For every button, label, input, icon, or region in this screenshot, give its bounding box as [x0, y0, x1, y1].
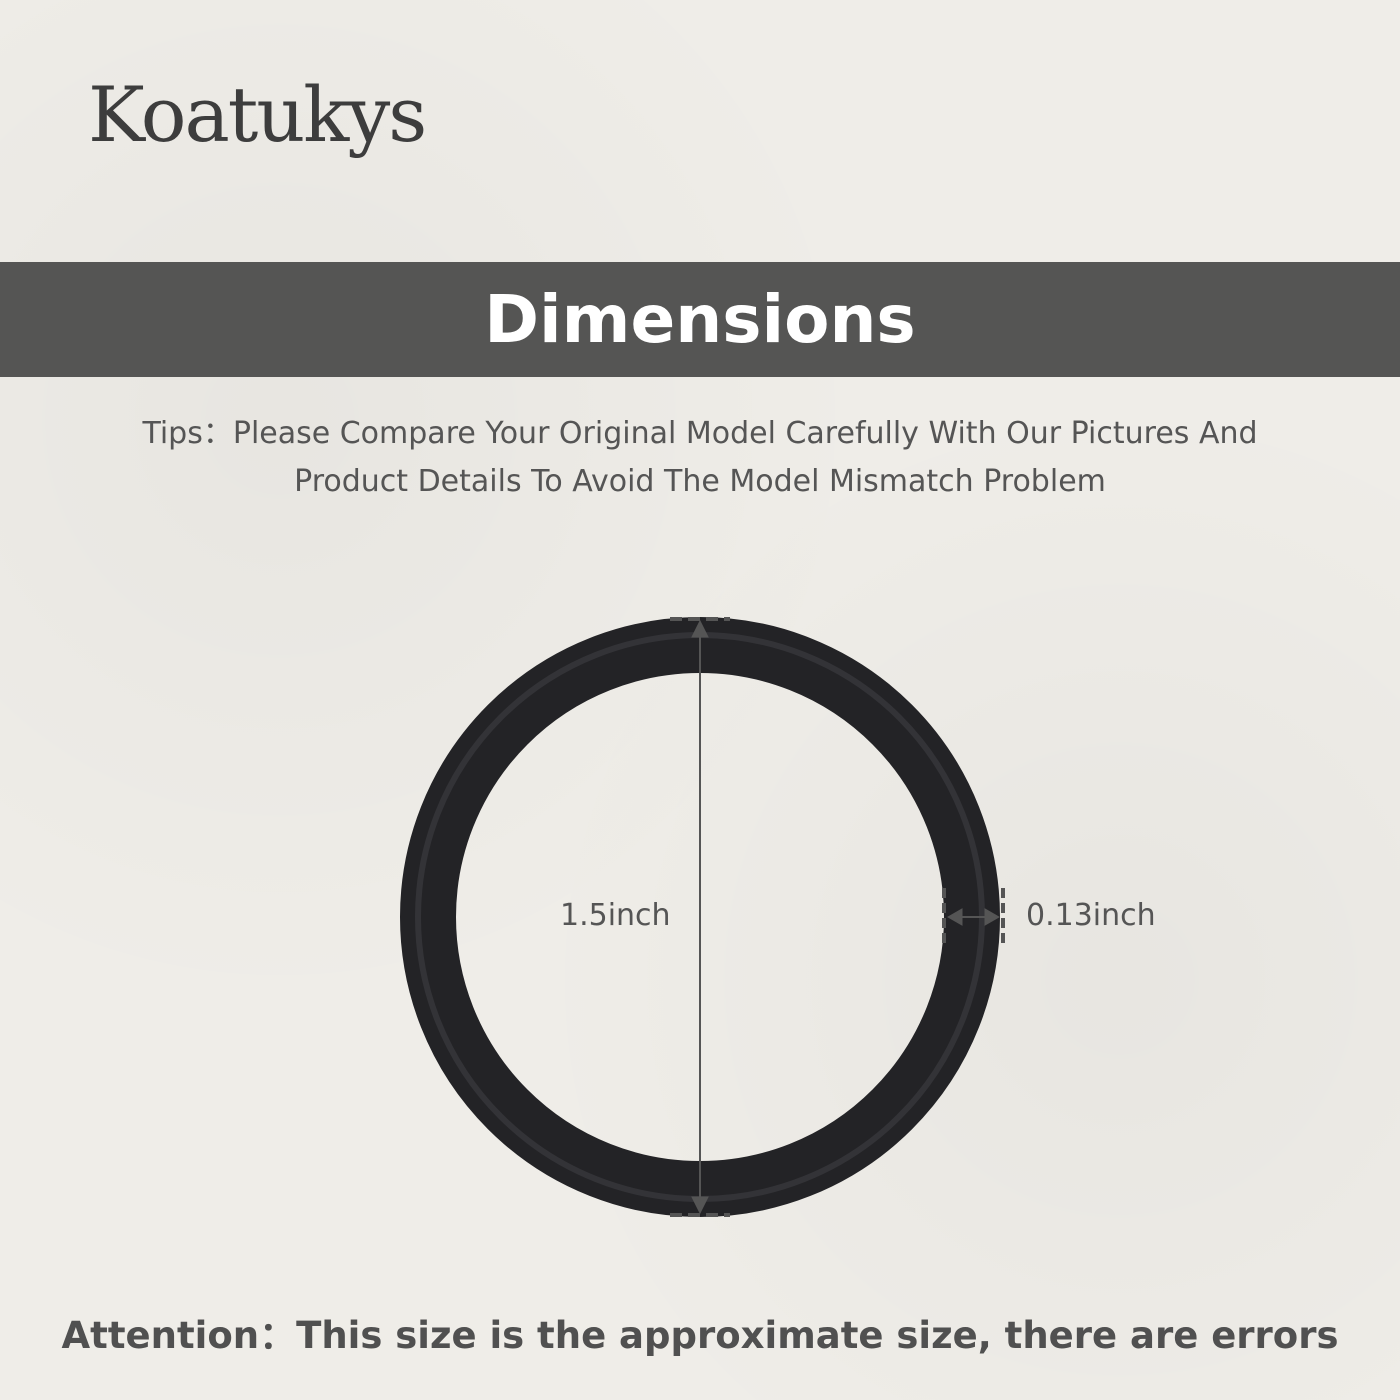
banner-title: Dimensions — [484, 281, 916, 358]
title-banner: Dimensions — [0, 262, 1400, 377]
diameter-measure — [670, 617, 730, 1217]
thickness-measure — [942, 888, 1005, 946]
tips-line-1: Tips：Please Compare Your Original Model … — [142, 416, 1258, 451]
tips-line-2: Product Details To Avoid The Model Misma… — [294, 464, 1106, 499]
tips-text: Tips：Please Compare Your Original Model … — [0, 410, 1400, 506]
attention-note: Attention：This size is the approximate s… — [61, 1314, 1339, 1357]
diameter-label: 1.5inch — [560, 898, 671, 933]
brand-logo: Koatukys — [88, 70, 427, 159]
thickness-label: 0.13inch — [1026, 898, 1156, 933]
